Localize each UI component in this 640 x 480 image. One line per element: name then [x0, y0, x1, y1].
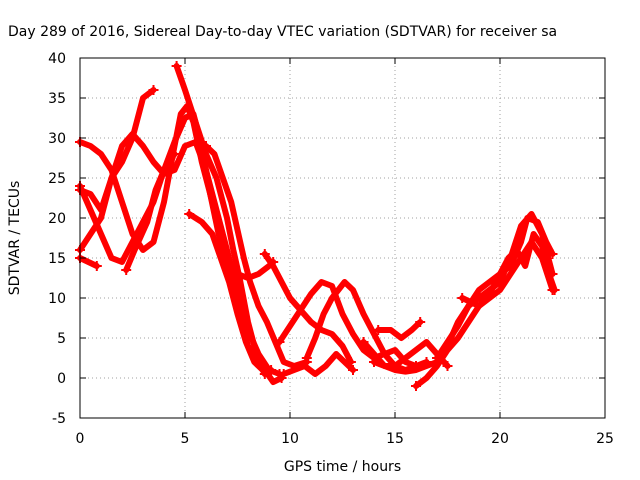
series-line-arc-17 [413, 239, 556, 389]
x-tick-label: 0 [76, 431, 85, 447]
series-line-arc-11 [276, 279, 419, 369]
y-tick-label: 25 [48, 171, 66, 187]
series-endpoint-marker [121, 265, 132, 275]
chart-title: Day 289 of 2016, Sidereal Day-to-day VTE… [8, 24, 557, 40]
series-endpoint-marker [91, 261, 102, 271]
y-tick-label: 0 [57, 371, 66, 387]
series-endpoint-marker [415, 317, 426, 327]
y-tick-label: -5 [52, 411, 66, 427]
series-endpoint-marker [369, 357, 379, 367]
series-endpoint-marker [373, 325, 384, 335]
y-tick-label: 30 [48, 131, 66, 147]
y-tick-label: 40 [48, 51, 66, 67]
series-line-arc-5 [77, 87, 157, 213]
y-tick-label: 15 [48, 251, 66, 267]
series-endpoint-marker [457, 293, 468, 303]
series-endpoint-marker [148, 85, 159, 95]
series-line-arc-19 [459, 231, 558, 309]
series-line-arc-12 [280, 351, 356, 377]
data-series-group [75, 61, 560, 391]
x-tick-label: 25 [596, 431, 614, 447]
plot-frame [79, 57, 606, 419]
series-line-arc-10 [261, 251, 354, 365]
series-endpoint-marker [278, 369, 289, 379]
series-endpoint-marker [358, 337, 369, 347]
y-axis-label: SDTVAR / TECUs [7, 181, 23, 296]
series-endpoint-marker [274, 337, 285, 347]
y-tick-label: 5 [57, 331, 66, 347]
x-tick-label: 20 [491, 431, 509, 447]
series-line-arc-16 [371, 211, 556, 375]
series-endpoint-marker [184, 209, 195, 219]
series-line-arc-15 [360, 339, 451, 369]
series-endpoint-marker [432, 353, 442, 363]
series-line-arc-4 [77, 255, 100, 269]
series-line-arc-8 [186, 211, 275, 373]
x-tick-label: 10 [281, 431, 299, 447]
series-endpoint-marker [348, 365, 358, 375]
series-line-arc-9 [203, 143, 310, 369]
gridlines [80, 58, 605, 418]
series-endpoint-marker [201, 141, 211, 151]
series-endpoint-marker [266, 365, 277, 375]
series-endpoint-marker [547, 249, 558, 259]
series-line-arc-7 [173, 63, 285, 385]
series-line-arc-14 [375, 319, 424, 341]
y-tick-label: 35 [48, 91, 66, 107]
series-endpoint-marker [171, 61, 182, 71]
axis-ticks: 0 5 10 15 20 25 -5 0 5 10 15 20 25 30 35 40 [48, 51, 614, 447]
x-axis-label: GPS time / hours [284, 459, 401, 475]
series-endpoint-marker [411, 381, 421, 391]
series-endpoint-marker [259, 249, 270, 259]
x-tick-label: 5 [181, 431, 190, 447]
series-endpoint-marker [301, 353, 312, 363]
series-endpoint-marker [549, 285, 560, 295]
series-endpoint-marker [442, 361, 453, 371]
y-tick-label: 20 [48, 211, 66, 227]
x-tick-label: 15 [386, 431, 404, 447]
y-tick-label: 10 [48, 291, 66, 307]
